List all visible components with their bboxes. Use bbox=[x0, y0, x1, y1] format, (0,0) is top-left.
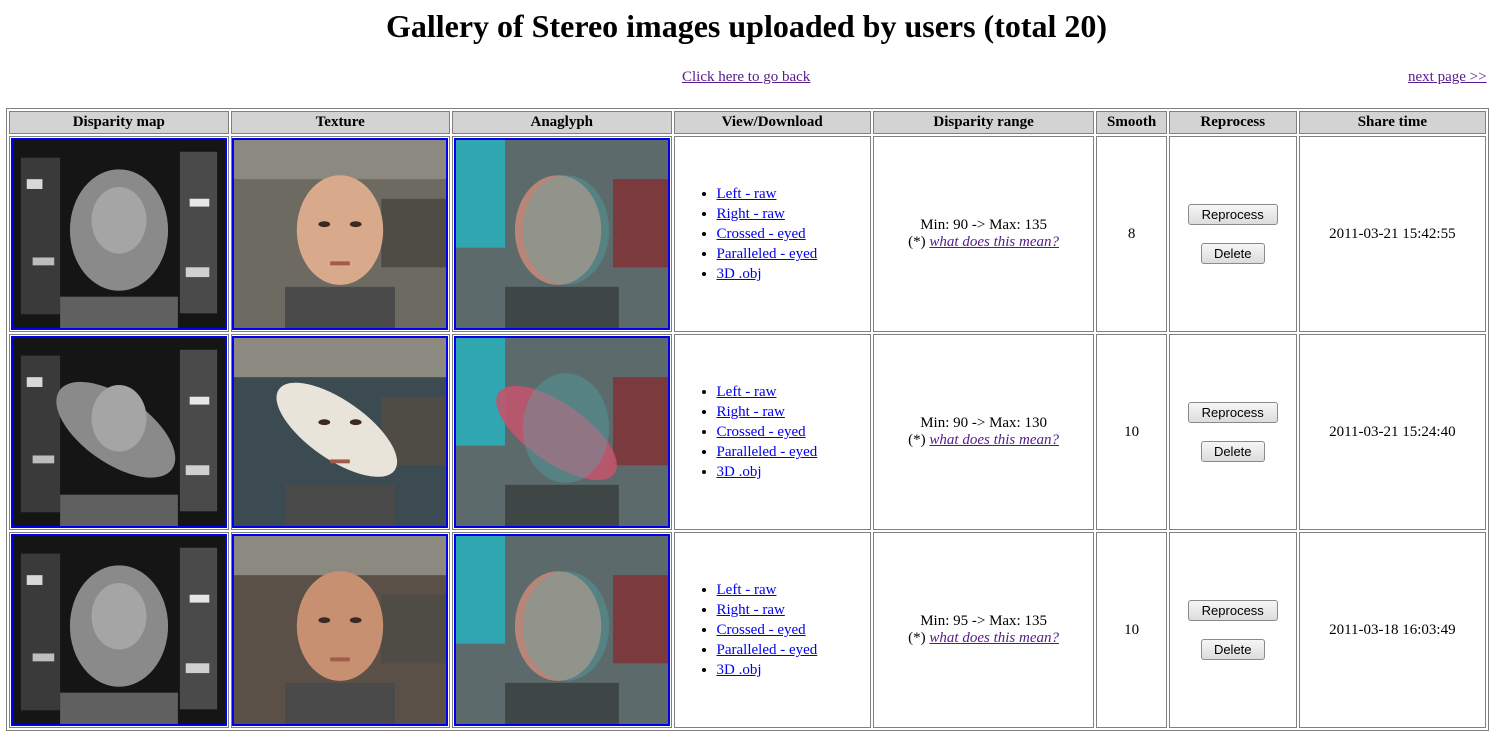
download-links: Left - raw Right - raw Crossed - eyed Pa… bbox=[675, 382, 870, 482]
reprocess-cell: Reprocess Delete bbox=[1168, 334, 1297, 530]
view-download-cell: Left - raw Right - raw Crossed - eyed Pa… bbox=[673, 136, 871, 332]
delete-button[interactable]: Delete bbox=[1200, 639, 1265, 660]
paralleled-eyed-link[interactable]: Paralleled - eyed bbox=[716, 642, 818, 658]
delete-button[interactable]: Delete bbox=[1200, 243, 1265, 264]
help-prefix: (*) bbox=[908, 234, 930, 250]
obj-download-link[interactable]: 3D .obj bbox=[716, 464, 762, 480]
texture-image[interactable] bbox=[232, 336, 449, 528]
go-back-link[interactable]: Click here to go back bbox=[682, 69, 811, 85]
texture-cell bbox=[230, 334, 450, 530]
left-raw-link[interactable]: Left - raw bbox=[716, 384, 777, 400]
smooth-cell: 10 bbox=[1096, 334, 1167, 530]
smooth-value: 8 bbox=[1127, 225, 1136, 242]
share-time-cell: 2011-03-21 15:24:40 bbox=[1298, 334, 1486, 530]
texture-image[interactable] bbox=[232, 138, 449, 330]
paralleled-eyed-link[interactable]: Paralleled - eyed bbox=[716, 444, 818, 460]
disparity-range-value: Min: 95 -> Max: 135 bbox=[920, 613, 1047, 629]
col-smooth: Smooth bbox=[1096, 111, 1167, 134]
col-reprocess: Reprocess bbox=[1168, 111, 1297, 134]
reprocess-button[interactable]: Reprocess bbox=[1187, 402, 1278, 423]
share-time-value: 2011-03-18 16:03:49 bbox=[1329, 621, 1456, 638]
next-page-link[interactable]: next page >> bbox=[1408, 69, 1487, 85]
page-title: Gallery of Stereo images uploaded by use… bbox=[385, 8, 1108, 44]
texture-image[interactable] bbox=[232, 534, 449, 726]
anaglyph-image[interactable] bbox=[453, 138, 670, 330]
smooth-value: 10 bbox=[1124, 621, 1140, 638]
help-prefix: (*) bbox=[908, 432, 930, 448]
delete-button[interactable]: Delete bbox=[1200, 441, 1265, 462]
share-time-value: 2011-03-21 15:42:55 bbox=[1329, 225, 1456, 242]
reprocess-button[interactable]: Reprocess bbox=[1187, 600, 1278, 621]
col-view-download: View/Download bbox=[673, 111, 871, 134]
smooth-cell: 10 bbox=[1096, 532, 1167, 728]
disparity-cell bbox=[9, 532, 229, 728]
disparity-range-value: Min: 90 -> Max: 130 bbox=[920, 415, 1047, 431]
disparity-cell bbox=[9, 136, 229, 332]
disparity-range-cell: Min: 90 -> Max: 130 (*) what does this m… bbox=[872, 334, 1095, 530]
texture-cell bbox=[230, 532, 450, 728]
col-share-time: Share time bbox=[1298, 111, 1486, 134]
left-raw-link[interactable]: Left - raw bbox=[716, 186, 777, 202]
right-raw-link[interactable]: Right - raw bbox=[716, 404, 785, 420]
obj-download-link[interactable]: 3D .obj bbox=[716, 662, 762, 678]
what-does-this-mean-link[interactable]: what does this mean? bbox=[929, 432, 1060, 448]
disparity-range-value: Min: 90 -> Max: 135 bbox=[920, 217, 1047, 233]
header-row: Disparity map Texture Anaglyph View/Down… bbox=[9, 111, 1486, 134]
anaglyph-cell bbox=[452, 334, 672, 530]
texture-cell bbox=[230, 136, 450, 332]
what-does-this-mean-link[interactable]: what does this mean? bbox=[929, 234, 1060, 250]
right-raw-link[interactable]: Right - raw bbox=[716, 602, 785, 618]
disparity-map-image[interactable] bbox=[10, 138, 227, 330]
help-prefix: (*) bbox=[908, 630, 930, 646]
smooth-value: 10 bbox=[1124, 423, 1140, 440]
anaglyph-image[interactable] bbox=[453, 534, 670, 726]
crossed-eyed-link[interactable]: Crossed - eyed bbox=[716, 226, 806, 242]
gallery-table: Disparity map Texture Anaglyph View/Down… bbox=[6, 108, 1489, 731]
reprocess-button[interactable]: Reprocess bbox=[1187, 204, 1278, 225]
disparity-map-image[interactable] bbox=[10, 534, 227, 726]
obj-download-link[interactable]: 3D .obj bbox=[716, 266, 762, 282]
crossed-eyed-link[interactable]: Crossed - eyed bbox=[716, 622, 806, 638]
view-download-cell: Left - raw Right - raw Crossed - eyed Pa… bbox=[673, 334, 871, 530]
paralleled-eyed-link[interactable]: Paralleled - eyed bbox=[716, 246, 818, 262]
left-raw-link[interactable]: Left - raw bbox=[716, 582, 777, 598]
col-texture: Texture bbox=[230, 111, 450, 134]
reprocess-cell: Reprocess Delete bbox=[1168, 136, 1297, 332]
col-anaglyph: Anaglyph bbox=[452, 111, 672, 134]
download-links: Left - raw Right - raw Crossed - eyed Pa… bbox=[675, 184, 870, 284]
table-row: Left - raw Right - raw Crossed - eyed Pa… bbox=[9, 136, 1486, 332]
disparity-cell bbox=[9, 334, 229, 530]
col-disparity-map: Disparity map bbox=[9, 111, 229, 134]
col-disparity-range: Disparity range bbox=[872, 111, 1095, 134]
crossed-eyed-link[interactable]: Crossed - eyed bbox=[716, 424, 806, 440]
anaglyph-cell bbox=[452, 532, 672, 728]
anaglyph-image[interactable] bbox=[453, 336, 670, 528]
share-time-cell: 2011-03-18 16:03:49 bbox=[1298, 532, 1486, 728]
disparity-range-cell: Min: 90 -> Max: 135 (*) what does this m… bbox=[872, 136, 1095, 332]
what-does-this-mean-link[interactable]: what does this mean? bbox=[929, 630, 1060, 646]
right-raw-link[interactable]: Right - raw bbox=[716, 206, 785, 222]
table-row: Left - raw Right - raw Crossed - eyed Pa… bbox=[9, 334, 1486, 530]
reprocess-cell: Reprocess Delete bbox=[1168, 532, 1297, 728]
anaglyph-cell bbox=[452, 136, 672, 332]
table-row: Left - raw Right - raw Crossed - eyed Pa… bbox=[9, 532, 1486, 728]
share-time-cell: 2011-03-21 15:42:55 bbox=[1298, 136, 1486, 332]
smooth-cell: 8 bbox=[1096, 136, 1167, 332]
view-download-cell: Left - raw Right - raw Crossed - eyed Pa… bbox=[673, 532, 871, 728]
disparity-map-image[interactable] bbox=[10, 336, 227, 528]
share-time-value: 2011-03-21 15:24:40 bbox=[1329, 423, 1456, 440]
disparity-range-cell: Min: 95 -> Max: 135 (*) what does this m… bbox=[872, 532, 1095, 728]
download-links: Left - raw Right - raw Crossed - eyed Pa… bbox=[675, 580, 870, 680]
